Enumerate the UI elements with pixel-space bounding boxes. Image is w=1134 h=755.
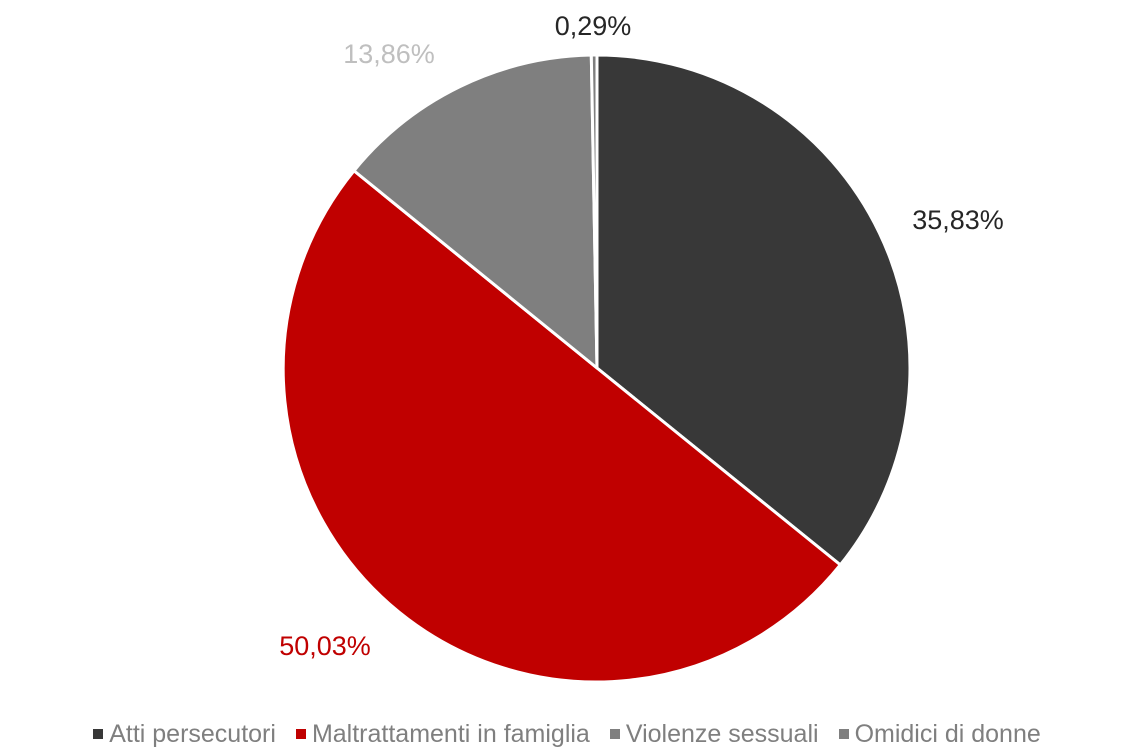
data-label-omidici-di-donne: 0,29% [555,11,632,41]
pie-slice-omidici-di-donne [589,53,599,370]
legend-item-violenze-sessuali: Violenze sessuali [609,719,819,749]
data-label-atti-persecutori: 35,83% [912,205,1004,235]
data-label-maltrattamenti-in-famiglia: 50,03% [279,631,371,661]
legend-item-omidici-di-donne: Omidici di donne [838,719,1041,749]
pie-slice-violenze-sessuali [352,53,599,370]
legend-label-omidici-di-donne: Omidici di donne [854,719,1041,748]
pie-data-labels: 35,83% 50,03% 13,86% 0,29% [279,11,1004,661]
legend-swatch-atti-persecutori [93,729,104,739]
data-label-violenze-sessuali: 13,86% [343,39,435,69]
legend-swatch-omidici-di-donne [838,729,849,739]
legend-item-maltrattamenti-in-famiglia: Maltrattamenti in famiglia [295,719,590,749]
legend-swatch-maltrattamenti-in-famiglia [295,729,306,739]
pie-slice-maltrattamenti-in-famiglia [281,169,842,684]
legend-label-violenze-sessuali: Violenze sessuali [625,719,819,748]
legend-swatch-violenze-sessuali [609,729,620,739]
pie-slice-atti-persecutori [595,53,912,567]
legend-label-atti-persecutori: Atti persecutori [109,719,276,748]
legend: Atti persecutori Maltrattamenti in famig… [0,716,1134,752]
pie-slices [281,53,912,684]
legend-item-atti-persecutori: Atti persecutori [93,720,276,749]
legend-label-maltrattamenti-in-famiglia: Maltrattamenti in famiglia [311,719,590,748]
